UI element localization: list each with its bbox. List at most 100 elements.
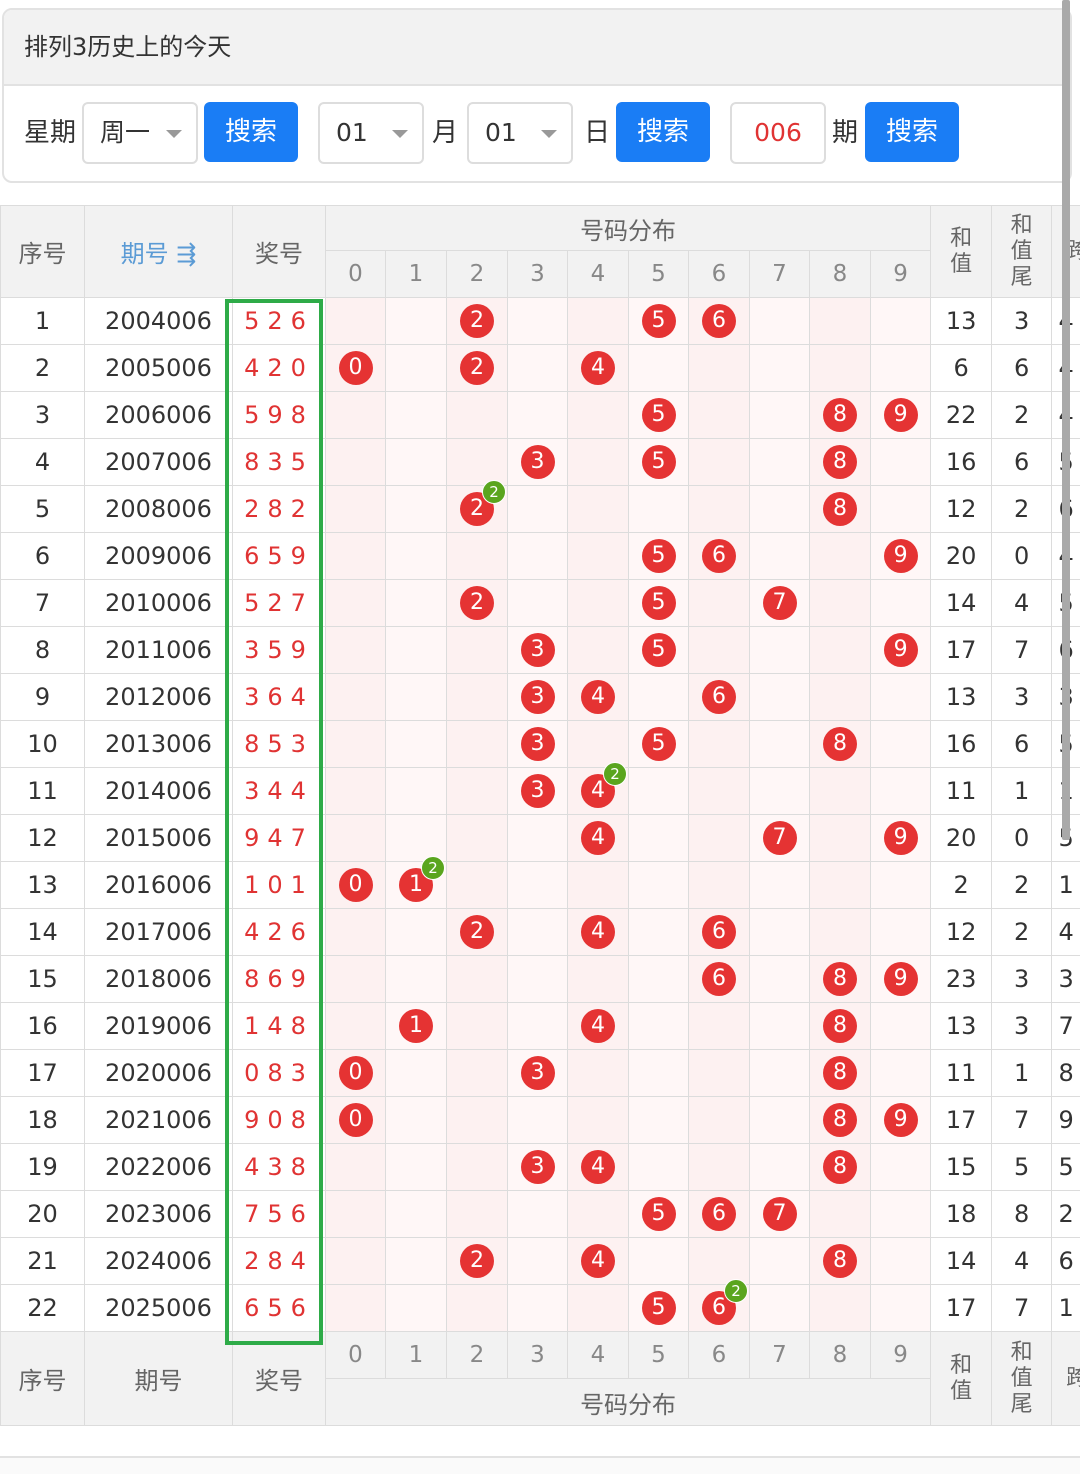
prize-digit: 8 [291, 1106, 314, 1134]
dist-cell-8 [810, 768, 871, 815]
seq-cell: 16 [1, 1003, 85, 1050]
dist-cell-3 [508, 1285, 568, 1332]
sum-tail-cell: 7 [992, 627, 1052, 674]
dist-cell-2 [447, 392, 508, 439]
footer-sum-tail: 和值尾 [992, 1332, 1052, 1426]
dist-cell-5: 5 [629, 533, 689, 580]
period-cell: 2007006 [85, 439, 233, 486]
scrollbar[interactable] [1062, 0, 1070, 840]
dist-cell-6 [689, 1144, 750, 1191]
dist-cell-0: 0 [326, 1050, 386, 1097]
dist-cell-1 [386, 768, 447, 815]
footer-period: 期号 [85, 1332, 233, 1426]
footer-digit-8: 8 [810, 1332, 871, 1379]
period-cell: 2016006 [85, 862, 233, 909]
dist-cell-2 [447, 956, 508, 1003]
search-panel: 排列3历史上的今天 星期 周一 搜索 01 月 01 日 搜索 006 期 搜索 [2, 8, 1072, 183]
dist-cell-6 [689, 345, 750, 392]
ball-4: 4 [581, 1150, 615, 1184]
day-select[interactable]: 01 [467, 102, 573, 164]
dist-cell-7 [750, 674, 810, 721]
dist-cell-9 [871, 768, 931, 815]
weekday-value: 周一 [100, 118, 150, 147]
footer-sum-label: 和值 [949, 1353, 973, 1405]
dist-cell-5 [629, 1003, 689, 1050]
prize-digit: 2 [267, 354, 290, 382]
header-distribution: 号码分布 [326, 206, 931, 251]
dist-cell-8 [810, 1191, 871, 1238]
dist-cell-3 [508, 345, 568, 392]
search-date-button[interactable]: 搜索 [616, 102, 710, 162]
prize-digit: 7 [291, 824, 314, 852]
weekday-label: 星期 [24, 102, 76, 164]
dist-cell-1 [386, 1097, 447, 1144]
search-weekday-button[interactable]: 搜索 [204, 102, 298, 162]
seq-cell: 22 [1, 1285, 85, 1332]
dist-cell-1: 1 [386, 1003, 447, 1050]
dist-cell-1 [386, 345, 447, 392]
dist-cell-3 [508, 909, 568, 956]
dist-cell-7 [750, 862, 810, 909]
dist-cell-7 [750, 1238, 810, 1285]
digit-header-2: 2 [447, 251, 508, 298]
sum-cell: 17 [931, 1097, 992, 1144]
dist-cell-0 [326, 909, 386, 956]
seq-cell: 2 [1, 345, 85, 392]
digit-header-7: 7 [750, 251, 810, 298]
footer-prize: 奖号 [233, 1332, 326, 1426]
header-sum-tail-label: 和值尾 [1010, 213, 1034, 291]
prize-digit: 6 [267, 965, 290, 993]
footer-digit-3: 3 [508, 1332, 568, 1379]
seq-cell: 11 [1, 768, 85, 815]
dist-cell-2 [447, 439, 508, 486]
dist-cell-1 [386, 486, 447, 533]
dist-cell-4 [568, 721, 629, 768]
footer-seq: 序号 [1, 1332, 85, 1426]
dist-cell-4 [568, 533, 629, 580]
period-cell: 2017006 [85, 909, 233, 956]
prize-digit: 4 [267, 824, 290, 852]
dist-cell-8 [810, 580, 871, 627]
ball-5: 5 [642, 1197, 676, 1231]
seq-cell: 10 [1, 721, 85, 768]
dist-cell-9 [871, 1191, 931, 1238]
seq-cell: 12 [1, 815, 85, 862]
dist-cell-4: 4 [568, 674, 629, 721]
ball-9: 9 [884, 539, 918, 573]
seq-cell: 19 [1, 1144, 85, 1191]
ball-3: 3 [521, 680, 555, 714]
dist-cell-4 [568, 1050, 629, 1097]
period-cell: 2024006 [85, 1238, 233, 1285]
search-period-button[interactable]: 搜索 [865, 102, 959, 162]
table-row: 820110063593591776 [1, 627, 1080, 674]
prize-digit: 4 [267, 777, 290, 805]
header-period-label: 期号 [121, 240, 169, 268]
dist-cell-4: 4 [568, 909, 629, 956]
sum-cell: 16 [931, 439, 992, 486]
prize-digit: 5 [267, 542, 290, 570]
period-input[interactable]: 006 [730, 102, 826, 164]
dist-cell-2 [447, 1097, 508, 1144]
dist-cell-5: 5 [629, 627, 689, 674]
header-period[interactable]: 期号 ⇶ [85, 206, 233, 298]
ball-5: 5 [642, 633, 676, 667]
dist-cell-2 [447, 1191, 508, 1238]
dist-cell-7 [750, 956, 810, 1003]
dist-cell-9 [871, 674, 931, 721]
weekday-select[interactable]: 周一 [82, 102, 198, 164]
dist-cell-6 [689, 486, 750, 533]
dist-cell-2: 2 [447, 909, 508, 956]
prize-digit: 5 [267, 636, 290, 664]
dist-cell-6 [689, 627, 750, 674]
ball-8: 8 [823, 1056, 857, 1090]
dist-cell-0 [326, 956, 386, 1003]
prize-cell: 344 [233, 768, 326, 815]
month-select[interactable]: 01 [318, 102, 424, 164]
